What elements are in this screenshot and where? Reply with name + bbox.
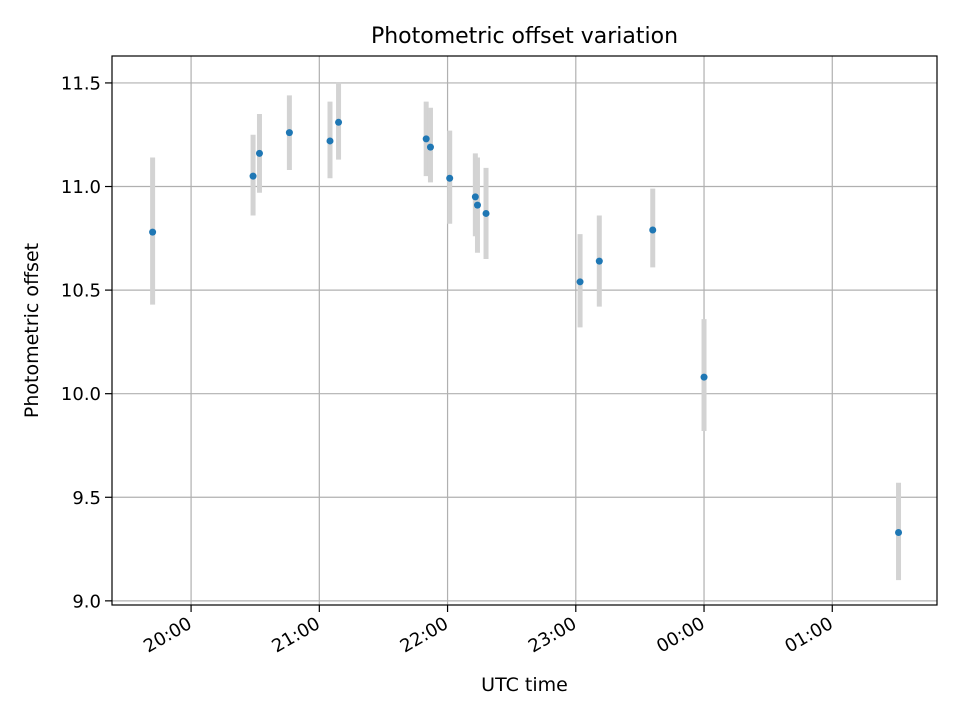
y-tick-label: 11.5	[61, 73, 101, 94]
data-point	[255, 149, 263, 157]
data-point	[895, 528, 903, 536]
data-point	[335, 118, 343, 126]
data-points	[149, 118, 903, 536]
x-axis-label: UTC time	[481, 674, 568, 696]
data-point	[700, 373, 708, 381]
data-point	[249, 172, 257, 180]
data-point	[446, 174, 454, 182]
data-point	[149, 228, 157, 236]
data-point	[471, 193, 479, 201]
plot-frame	[111, 55, 938, 606]
y-tick-label: 10.5	[61, 281, 101, 302]
data-point	[422, 135, 430, 143]
data-point	[326, 137, 334, 145]
data-point	[482, 209, 490, 217]
data-point	[576, 278, 584, 286]
y-axis: 9.0 9.5 10.0 10.5 11.0 11.5	[61, 73, 112, 612]
data-point	[285, 129, 293, 137]
y-axis-label: Photometric offset	[21, 243, 43, 418]
y-tick-label: 11.0	[61, 177, 101, 198]
data-point	[426, 143, 434, 151]
data-point	[595, 257, 603, 265]
chart-title: Photometric offset variation	[371, 24, 678, 49]
y-tick-label: 10.0	[61, 384, 101, 405]
data-point	[649, 226, 657, 234]
data-point	[473, 201, 481, 209]
y-tick-label: 9.0	[72, 591, 101, 612]
y-tick-label: 9.5	[72, 488, 101, 509]
